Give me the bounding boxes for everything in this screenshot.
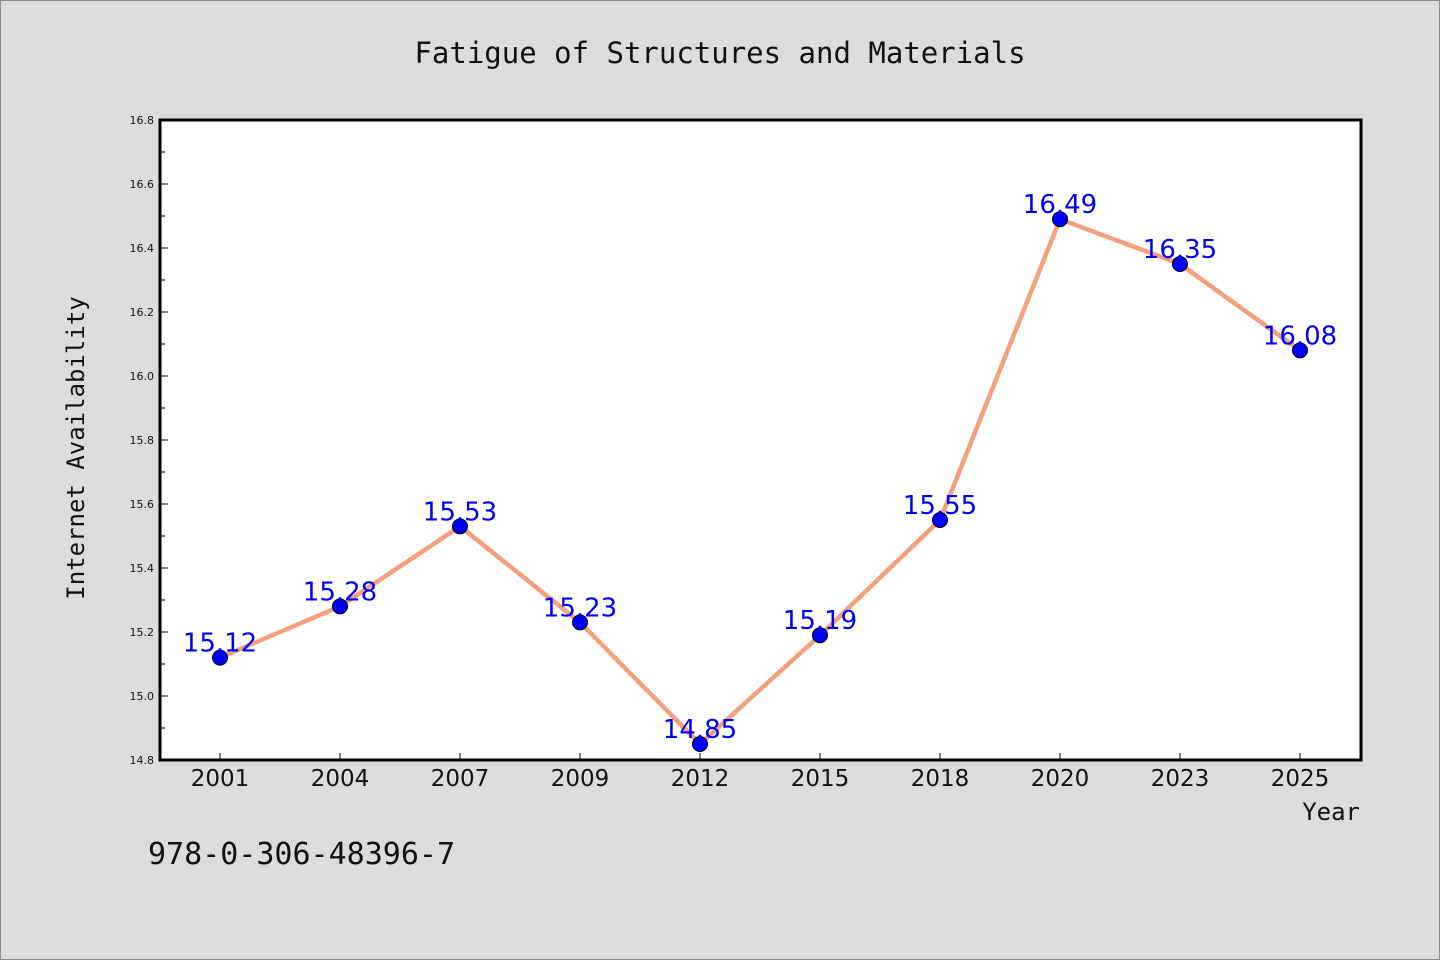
- data-label: 16.08: [1263, 321, 1337, 351]
- x-tick-label: 2025: [1271, 766, 1330, 792]
- data-label: 16.35: [1143, 235, 1217, 265]
- x-tick-label: 2009: [551, 766, 610, 792]
- data-label: 16.49: [1023, 190, 1097, 220]
- x-tick-label: 2001: [191, 766, 250, 792]
- x-axis-ticks: 2001 2004 2007 2009 2012 2015 2018 2020 2023 2025: [191, 753, 1330, 792]
- y-axis-ticks: 14.8 15.0 15.2 15.4 15.6 15.8 16.0 16.2 16.4 16.6…: [130, 114, 168, 767]
- y-tick-label: 15.8: [130, 434, 155, 447]
- series-line: [217, 216, 1303, 747]
- data-point: [1172, 256, 1188, 272]
- isbn-annotation: 978-0-306-48396-7: [148, 837, 455, 872]
- y-tick-label: 15.4: [130, 562, 155, 575]
- x-tick-label: 2020: [1031, 766, 1090, 792]
- data-point: [692, 736, 708, 752]
- x-tick-label: 2012: [671, 766, 730, 792]
- x-tick-label: 2007: [431, 766, 490, 792]
- data-point: [452, 518, 468, 535]
- y-tick-label: 16.8: [130, 114, 155, 127]
- data-point: [332, 598, 348, 615]
- y-tick-label: 16.4: [130, 242, 155, 255]
- y-tick-label: 16.0: [130, 370, 155, 383]
- data-point: [812, 627, 828, 644]
- x-tick-label: 2018: [911, 766, 970, 792]
- data-point: [932, 512, 948, 528]
- data-label: 15.19: [783, 606, 857, 636]
- data-markers: [212, 211, 1308, 752]
- y-tick-label: 15.6: [130, 498, 155, 511]
- y-tick-label: 15.2: [130, 626, 155, 639]
- y-axis-label: Internet Availability: [62, 296, 90, 599]
- data-label: 15.23: [543, 593, 617, 623]
- data-point: [212, 649, 228, 666]
- data-label: 14.85: [663, 715, 737, 745]
- data-point: [572, 614, 588, 631]
- data-labels: 15.12 15.28 15.53 15.23 14.85 15.19 15.55 16.49…: [183, 190, 1337, 745]
- y-tick-label: 16.2: [130, 306, 155, 319]
- data-label: 15.12: [183, 629, 257, 659]
- x-tick-label: 2023: [1151, 766, 1210, 792]
- y-tick-label: 14.8: [130, 754, 155, 767]
- data-point: [1052, 211, 1068, 228]
- chart-title: Fatigue of Structures and Materials: [414, 36, 1025, 70]
- x-axis-label: Year: [1302, 798, 1360, 826]
- y-tick-label: 16.6: [130, 178, 155, 191]
- data-label: 15.55: [903, 491, 977, 521]
- data-point: [1292, 342, 1308, 359]
- plot-frame: [158, 118, 1363, 762]
- y-tick-label: 15.0: [130, 690, 155, 703]
- data-label: 15.28: [303, 577, 377, 607]
- data-label: 15.53: [423, 497, 497, 527]
- plot-area: [160, 120, 1361, 760]
- x-tick-label: 2004: [311, 766, 370, 792]
- x-tick-label: 2015: [791, 766, 850, 792]
